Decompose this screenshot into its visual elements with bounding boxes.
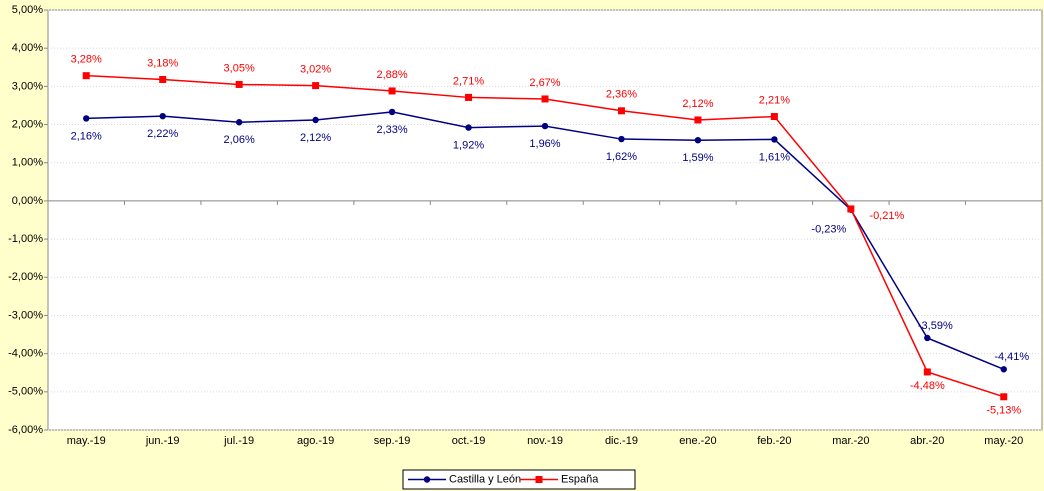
data-label: 1,61%: [759, 151, 790, 163]
data-label: 2,36%: [606, 89, 637, 101]
legend-marker: [423, 476, 431, 483]
x-tick-label: jun.-19: [145, 435, 180, 447]
data-label: 2,71%: [453, 75, 484, 87]
marker: [235, 119, 243, 126]
marker: [617, 107, 625, 115]
marker: [770, 113, 778, 121]
x-tick-label: nov.-19: [527, 435, 563, 447]
data-label: 1,96%: [529, 138, 560, 150]
x-tick-label: sep.-19: [374, 435, 411, 447]
y-tick-label: -5,00%: [8, 386, 43, 398]
y-tick-label: 0,00%: [12, 195, 43, 207]
x-tick-label: may.-20: [984, 435, 1023, 447]
marker: [618, 135, 625, 143]
data-label: 2,88%: [376, 69, 407, 81]
marker: [312, 116, 319, 124]
marker: [388, 108, 396, 116]
legend-box: [402, 469, 636, 490]
y-tick-label: -3,00%: [8, 309, 43, 321]
x-tick-label: oct.-19: [452, 435, 486, 447]
data-label: 1,59%: [682, 152, 713, 164]
data-label: 3,18%: [147, 57, 178, 69]
data-label: 1,92%: [453, 140, 484, 152]
marker: [1000, 393, 1008, 401]
marker: [465, 93, 473, 101]
marker: [465, 124, 472, 131]
x-tick-label: dic.-19: [605, 435, 638, 447]
marker: [388, 87, 396, 95]
data-label: 2,16%: [71, 130, 102, 142]
marker: [159, 75, 167, 83]
data-label: 2,12%: [682, 98, 713, 110]
data-label: 3,02%: [300, 64, 331, 76]
data-label: -0,23%: [811, 224, 846, 236]
marker: [771, 136, 778, 143]
y-tick-label: 2,00%: [12, 118, 43, 130]
x-tick-label: mar.-20: [832, 435, 869, 447]
x-tick-label: jul.-19: [223, 435, 254, 447]
data-label: 3,05%: [224, 62, 255, 74]
data-label: 2,22%: [147, 128, 178, 140]
y-tick-label: 1,00%: [12, 157, 43, 169]
x-tick-label: ago.-19: [297, 435, 334, 447]
legend-marker: [535, 476, 543, 483]
y-tick-label: -1,00%: [8, 233, 43, 245]
legend-label: Castilla y León: [449, 473, 521, 485]
data-label: 1,62%: [606, 151, 637, 163]
y-tick-label: -4,00%: [8, 348, 43, 360]
marker: [847, 205, 855, 213]
y-tick-label: -6,00%: [8, 424, 43, 436]
y-tick-label: 3,00%: [12, 80, 43, 92]
x-tick-label: feb.-20: [757, 435, 791, 447]
data-label: -5,13%: [986, 405, 1021, 417]
data-label: 2,12%: [300, 132, 331, 144]
legend-label: España: [561, 473, 599, 485]
legend: Castilla y León España: [402, 469, 636, 490]
data-label: -0,21%: [869, 210, 904, 222]
x-tick-label: may.-19: [67, 435, 106, 447]
x-tick-label: ene.-20: [679, 435, 716, 447]
y-tick-label: 5,00%: [12, 4, 43, 16]
marker: [541, 122, 549, 130]
data-label: -4,41%: [994, 351, 1029, 363]
marker: [923, 368, 931, 376]
data-label: -3,59%: [918, 320, 953, 332]
x-tick-label: abr.-20: [910, 435, 944, 447]
y-tick-label: -2,00%: [8, 271, 43, 283]
marker: [159, 112, 166, 120]
marker: [694, 137, 702, 144]
data-label: -4,48%: [910, 380, 945, 392]
data-label: 2,67%: [529, 77, 560, 89]
data-label: 2,33%: [376, 124, 407, 136]
plot-area: [47, 9, 1043, 431]
marker: [924, 334, 931, 342]
data-label: 3,28%: [71, 54, 102, 66]
marker: [694, 116, 702, 124]
data-label: 2,06%: [224, 134, 255, 146]
data-label: 2,21%: [759, 94, 790, 106]
marker: [235, 80, 243, 88]
marker: [1000, 366, 1007, 373]
marker: [83, 115, 90, 122]
marker: [312, 82, 320, 90]
y-tick-label: 4,00%: [12, 42, 43, 54]
marker: [82, 72, 90, 80]
marker: [541, 95, 549, 103]
